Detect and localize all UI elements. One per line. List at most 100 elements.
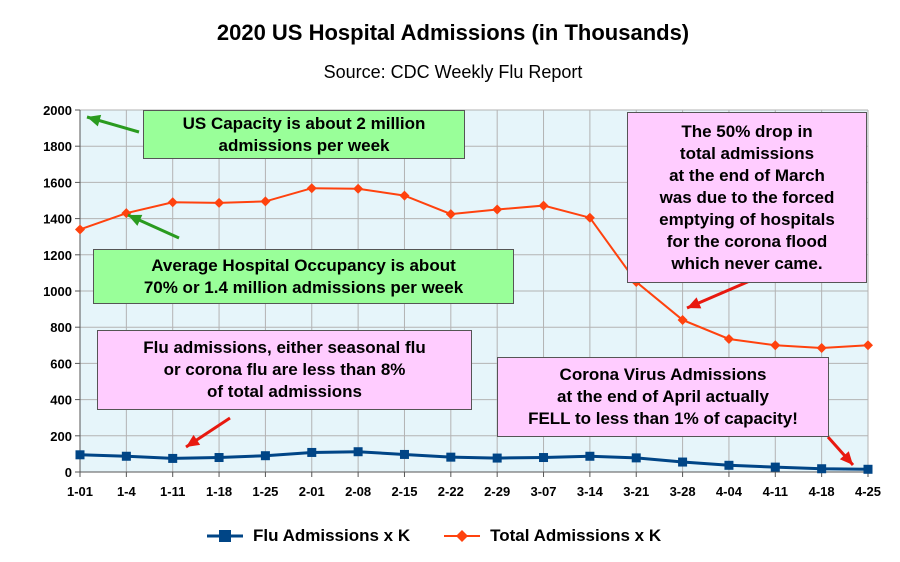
flu-admissions-point	[214, 453, 224, 463]
total-admissions-point	[770, 340, 781, 351]
annotation-line: 70% or 1.4 million admissions per week	[143, 277, 464, 297]
flu-admissions-point	[307, 447, 317, 457]
total-admissions-point	[863, 340, 873, 351]
arrow-to-april-flu	[826, 436, 855, 466]
y-tick-label: 1600	[43, 175, 72, 190]
y-tick-label: 200	[50, 429, 72, 444]
x-tick-label: 3-07	[531, 484, 557, 499]
y-tick-label: 2000	[43, 103, 72, 118]
total-admissions-point	[492, 204, 503, 215]
total-admissions-point	[353, 183, 364, 194]
x-tick-label: 1-4	[117, 484, 137, 499]
annotation-occupancy: Average Hospital Occupancy is about 70% …	[93, 249, 514, 304]
total-admissions-point	[75, 224, 85, 235]
x-tick-label: 1-01	[67, 484, 93, 499]
arrow-to-march-drop	[686, 278, 753, 310]
x-tick-label: 2-22	[438, 484, 464, 499]
annotation-line: at the end of March	[669, 165, 825, 185]
legend-total-swatch	[444, 530, 481, 542]
arrow-to-occupancy	[127, 213, 180, 240]
legend-item-flu: Flu Admissions x K	[205, 526, 410, 546]
y-tick-label: 1400	[43, 212, 72, 227]
flu-admissions-point	[399, 449, 409, 459]
x-tick-label: 3-28	[670, 484, 696, 499]
legend: Flu Admissions x K Total Admissions x K	[205, 524, 693, 548]
total-admissions-point	[306, 183, 317, 194]
arrow-head	[186, 434, 201, 447]
flu-admissions-point	[121, 451, 131, 461]
annotation-line: or corona flu are less than 8%	[163, 360, 406, 379]
chart-title: 2020 US Hospital Admissions (in Thousand…	[217, 20, 689, 45]
legend-flu-swatch	[207, 530, 243, 542]
annotation-line: of total admissions	[207, 382, 362, 401]
x-tick-label: 1-18	[206, 484, 232, 499]
flu-admissions-point	[492, 453, 502, 463]
y-axis-ticks: 0 200 400 600 800 1000 1200 1400 1600 1800 2000	[43, 103, 80, 480]
total-admissions-line	[79, 187, 869, 350]
flu-admissions-point	[631, 453, 641, 463]
total-admissions-point	[816, 343, 827, 354]
total-admissions-point	[677, 314, 688, 325]
arrow-head	[128, 214, 143, 226]
flu-admissions-point	[446, 452, 456, 462]
flu-admissions-line	[79, 450, 869, 471]
y-tick-label: 1200	[43, 248, 72, 263]
flu-admissions-point	[353, 447, 363, 457]
annotation-line: FELL to less than 1% of capacity!	[528, 409, 798, 428]
y-tick-label: 1000	[43, 284, 72, 299]
y-tick-label: 800	[50, 320, 72, 335]
flu-admissions-point	[770, 462, 780, 472]
annotation-line: Average Hospital Occupancy is about	[151, 255, 456, 275]
flu-admissions-point	[678, 457, 688, 467]
x-tick-label: 3-21	[623, 484, 649, 499]
annotation-line: The 50% drop in	[681, 121, 813, 141]
arrow-head	[839, 451, 853, 465]
annotation-april-corona: Corona Virus Admissions at the end of Ap…	[497, 357, 829, 437]
flu-admissions-point	[585, 451, 595, 461]
arrow-to-flu-line	[185, 416, 231, 449]
annotation-line: admissions per week	[218, 135, 390, 155]
flu-admissions-point	[168, 453, 178, 463]
y-tick-label: 0	[65, 465, 72, 480]
x-tick-label: 4-04	[716, 484, 743, 499]
annotation-capacity: US Capacity is about 2 million admission…	[143, 110, 465, 159]
x-tick-label: 4-11	[763, 484, 788, 499]
total-admissions-point	[445, 209, 456, 220]
y-tick-label: 1800	[43, 139, 72, 154]
legend-item-total: Total Admissions x K	[442, 526, 661, 546]
x-tick-label: 2-15	[391, 484, 417, 499]
legend-total-label: Total Admissions x K	[490, 526, 662, 545]
arrow-head	[687, 297, 702, 309]
annotation-line: US Capacity is about 2 million	[182, 113, 426, 133]
total-admissions-point	[260, 196, 271, 207]
annotation-line: for the corona flood	[666, 231, 828, 251]
annotation-line: which never came.	[671, 253, 823, 273]
total-admissions-point	[399, 190, 410, 201]
annotation-line: at the end of April actually	[557, 387, 769, 406]
flu-admissions-point	[539, 453, 549, 463]
series-flu-admissions	[75, 447, 873, 474]
x-tick-label: 4-18	[809, 484, 835, 499]
arrow-to-capacity	[86, 114, 140, 134]
y-tick-label: 400	[50, 393, 72, 408]
flu-admissions-point	[724, 460, 734, 470]
chart-subtitle: Source: CDC Weekly Flu Report	[324, 62, 583, 82]
x-tick-label: 2-01	[299, 484, 325, 499]
legend-flu-label: Flu Admissions x K	[253, 526, 411, 545]
flu-admissions-point	[75, 450, 85, 460]
annotation-arrows	[86, 114, 855, 466]
x-tick-label: 2-08	[345, 484, 371, 499]
flu-admissions-point	[260, 451, 270, 461]
total-admissions-point	[214, 197, 225, 208]
annotation-line: emptying of hospitals	[659, 209, 835, 229]
total-admissions-point	[584, 212, 595, 223]
series-total-admissions	[75, 183, 873, 354]
arrow-head	[87, 114, 102, 127]
total-admissions-point	[538, 200, 549, 211]
flu-admissions-point	[863, 464, 873, 474]
annotation-line: Corona Virus Admissions	[559, 365, 767, 384]
x-tick-label: 1-11	[160, 484, 185, 499]
x-tick-label: 3-14	[577, 484, 604, 499]
x-axis-ticks: 1-01 1-4 1-11 1-18 1-25 2-01 2-08 2-15 2-22 2-29 3…	[67, 472, 881, 499]
annotation-march-drop: The 50% drop in total admissions at the …	[627, 112, 867, 283]
